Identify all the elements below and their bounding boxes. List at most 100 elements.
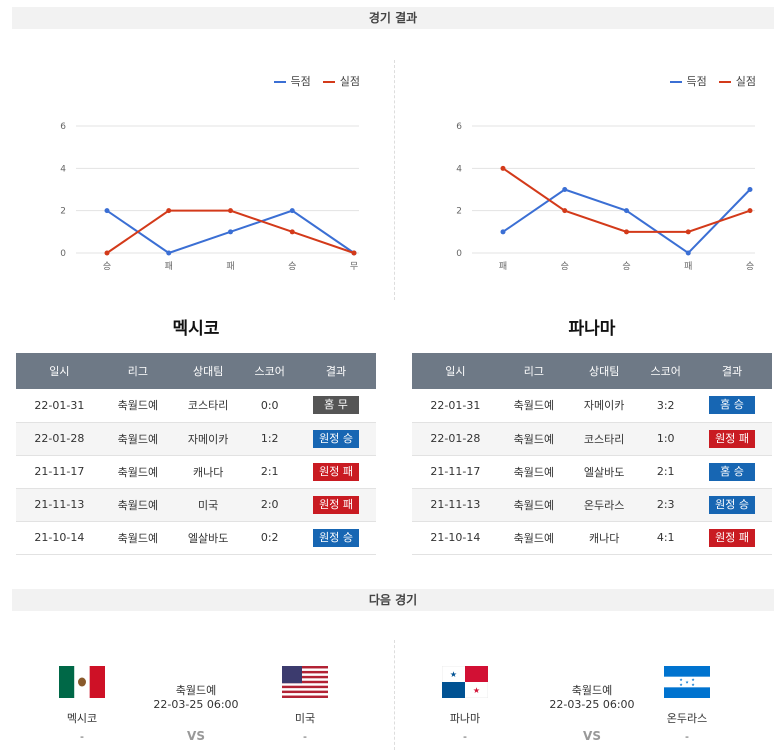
data-point	[624, 229, 629, 235]
cell-date: 21-10-14	[412, 521, 499, 555]
cell-league: 축월드예	[498, 488, 570, 522]
away-team-name: 온두라스	[666, 712, 708, 725]
away-team-extra: -	[303, 730, 307, 743]
col-result: 결과	[296, 353, 376, 389]
cell-result: 원정 패	[692, 521, 772, 555]
svg-text:★: ★	[473, 686, 480, 695]
x-tick-label: 패	[684, 261, 692, 272]
next-match-card[interactable]: ★ ★ 파나마 - 축월드예 22-03-25 06:00 VS ★ ★ ★ ★ ★ 온…	[412, 660, 772, 750]
svg-text:★: ★	[691, 682, 695, 687]
cell-opponent: 자메이카	[173, 422, 244, 456]
match-league: 축월드예	[571, 684, 613, 697]
cell-score: 1:0	[639, 422, 693, 456]
vs-label: VS	[187, 729, 205, 743]
panama-flag-icon: ★ ★	[442, 666, 488, 698]
chart-legend: 득점 실점	[669, 73, 756, 89]
table-row: 22-01-31 축월드예 코스타리 0:0 홈 무	[16, 389, 376, 423]
data-point	[562, 208, 568, 214]
cell-result: 홈 승	[692, 389, 772, 423]
result-badge: 원정 패	[709, 528, 756, 547]
team-title-panama: 파나마	[568, 319, 616, 339]
data-point	[685, 250, 691, 256]
cell-league: 축월드예	[102, 521, 174, 555]
cell-opponent: 캐나다	[569, 521, 640, 555]
cell-league: 축월드예	[498, 389, 570, 423]
table-row: 22-01-28 축월드예 코스타리 1:0 원정 패	[412, 422, 772, 456]
next-match-section-title: 다음 경기	[12, 589, 774, 611]
col-opponent: 상대팀	[173, 353, 244, 389]
cell-date: 21-11-17	[16, 455, 103, 489]
legend-scored: 득점	[273, 73, 311, 89]
cell-date: 21-11-13	[16, 488, 103, 522]
series-line-conceded	[502, 167, 751, 233]
usa-flag-icon	[282, 666, 328, 698]
legend-conceded: 실점	[322, 73, 360, 89]
cell-league: 축월드예	[498, 455, 570, 489]
cell-score: 0:0	[243, 389, 297, 423]
y-tick-label: 2	[456, 207, 462, 217]
data-point	[351, 250, 357, 256]
table-header-row: 일시 리그 상대팀 스코어 결과	[412, 353, 772, 389]
y-tick-label: 6	[60, 122, 66, 132]
y-tick-label: 0	[456, 249, 462, 259]
table-row: 21-11-13 축월드예 온두라스 2:3 원정 승	[412, 488, 772, 522]
cell-result: 홈 무	[296, 389, 376, 423]
table-row: 22-01-31 축월드예 자메이카 3:2 홈 승	[412, 389, 772, 423]
cell-opponent: 미국	[173, 488, 244, 522]
data-point	[104, 250, 110, 256]
table-row: 21-11-17 축월드예 엘살바도 2:1 홈 승	[412, 455, 772, 489]
series-line-scored	[502, 188, 751, 255]
cell-score: 2:3	[639, 488, 693, 522]
data-point	[289, 208, 295, 214]
svg-text:★: ★	[679, 677, 683, 682]
vs-label: VS	[583, 729, 601, 743]
svg-text:★: ★	[679, 682, 683, 687]
cell-score: 2:1	[639, 455, 693, 489]
cell-opponent: 코스타리	[569, 422, 640, 456]
result-badge: 원정 승	[313, 528, 360, 547]
data-point	[500, 165, 506, 171]
cell-score: 3:2	[639, 389, 693, 423]
data-point	[228, 208, 233, 214]
y-tick-label: 4	[60, 164, 66, 174]
table-row: 22-01-28 축월드예 자메이카 1:2 원정 승	[16, 422, 376, 456]
col-score: 스코어	[243, 353, 297, 389]
data-point	[104, 208, 110, 214]
y-tick-label: 4	[456, 164, 462, 174]
cell-date: 21-11-13	[412, 488, 499, 522]
result-badge: 원정 승	[313, 429, 360, 448]
x-tick-label: 승	[103, 261, 111, 272]
cell-score: 0:2	[243, 521, 297, 555]
cell-date: 21-10-14	[16, 521, 103, 555]
data-point	[228, 229, 233, 235]
divider	[394, 640, 395, 750]
cell-opponent: 자메이카	[569, 389, 640, 423]
cell-date: 22-01-31	[412, 389, 499, 423]
x-tick-label: 패	[226, 261, 234, 272]
result-badge: 원정 패	[313, 495, 360, 514]
x-tick-label: 승	[561, 261, 569, 272]
home-team-extra: -	[463, 730, 467, 743]
table-row: 21-10-14 축월드예 엘살바도 0:2 원정 승	[16, 521, 376, 555]
cell-league: 축월드예	[102, 389, 174, 423]
next-match-card[interactable]: 멕시코 - 축월드예 22-03-25 06:00 VS 미국 -	[16, 660, 376, 750]
match-datetime: 22-03-25 06:00	[549, 698, 635, 711]
x-tick-label: 패	[165, 261, 173, 272]
y-tick-label: 2	[60, 207, 66, 217]
data-point	[500, 229, 506, 235]
result-badge: 홈 무	[313, 396, 360, 415]
cell-date: 22-01-31	[16, 389, 103, 423]
legend-conceded: 실점	[718, 73, 756, 89]
team-title-mexico: 멕시코	[172, 319, 220, 339]
cell-league: 축월드예	[102, 488, 174, 522]
result-badge: 원정 패	[709, 429, 756, 448]
chart-mexico: 0 2 4 6 승 패 패 승 무 득점 실점	[16, 60, 376, 290]
cell-score: 4:1	[639, 521, 693, 555]
cell-result: 원정 승	[692, 488, 772, 522]
col-league: 리그	[102, 353, 174, 389]
data-point	[624, 208, 629, 214]
cell-league: 축월드예	[102, 455, 174, 489]
cell-league: 축월드예	[498, 521, 570, 555]
svg-text:★: ★	[685, 680, 689, 685]
